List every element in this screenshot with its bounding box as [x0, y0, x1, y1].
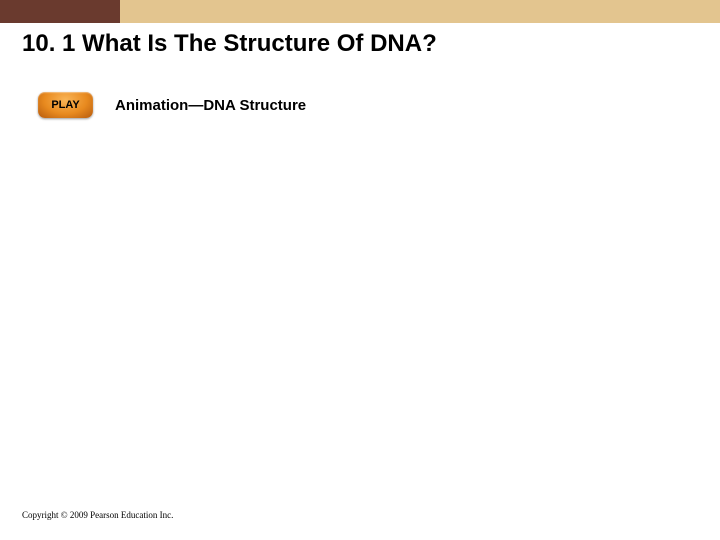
copyright-text: Copyright © 2009 Pearson Education Inc. [22, 510, 173, 520]
play-row: PLAY Animation—DNA Structure [38, 92, 306, 118]
play-button[interactable]: PLAY [38, 92, 93, 118]
header-accent-right [120, 0, 720, 23]
header-accent-left [0, 0, 120, 23]
header-bar [0, 0, 720, 23]
animation-label: Animation—DNA Structure [115, 97, 306, 114]
slide-title: 10. 1 What Is The Structure Of DNA? [22, 30, 437, 58]
